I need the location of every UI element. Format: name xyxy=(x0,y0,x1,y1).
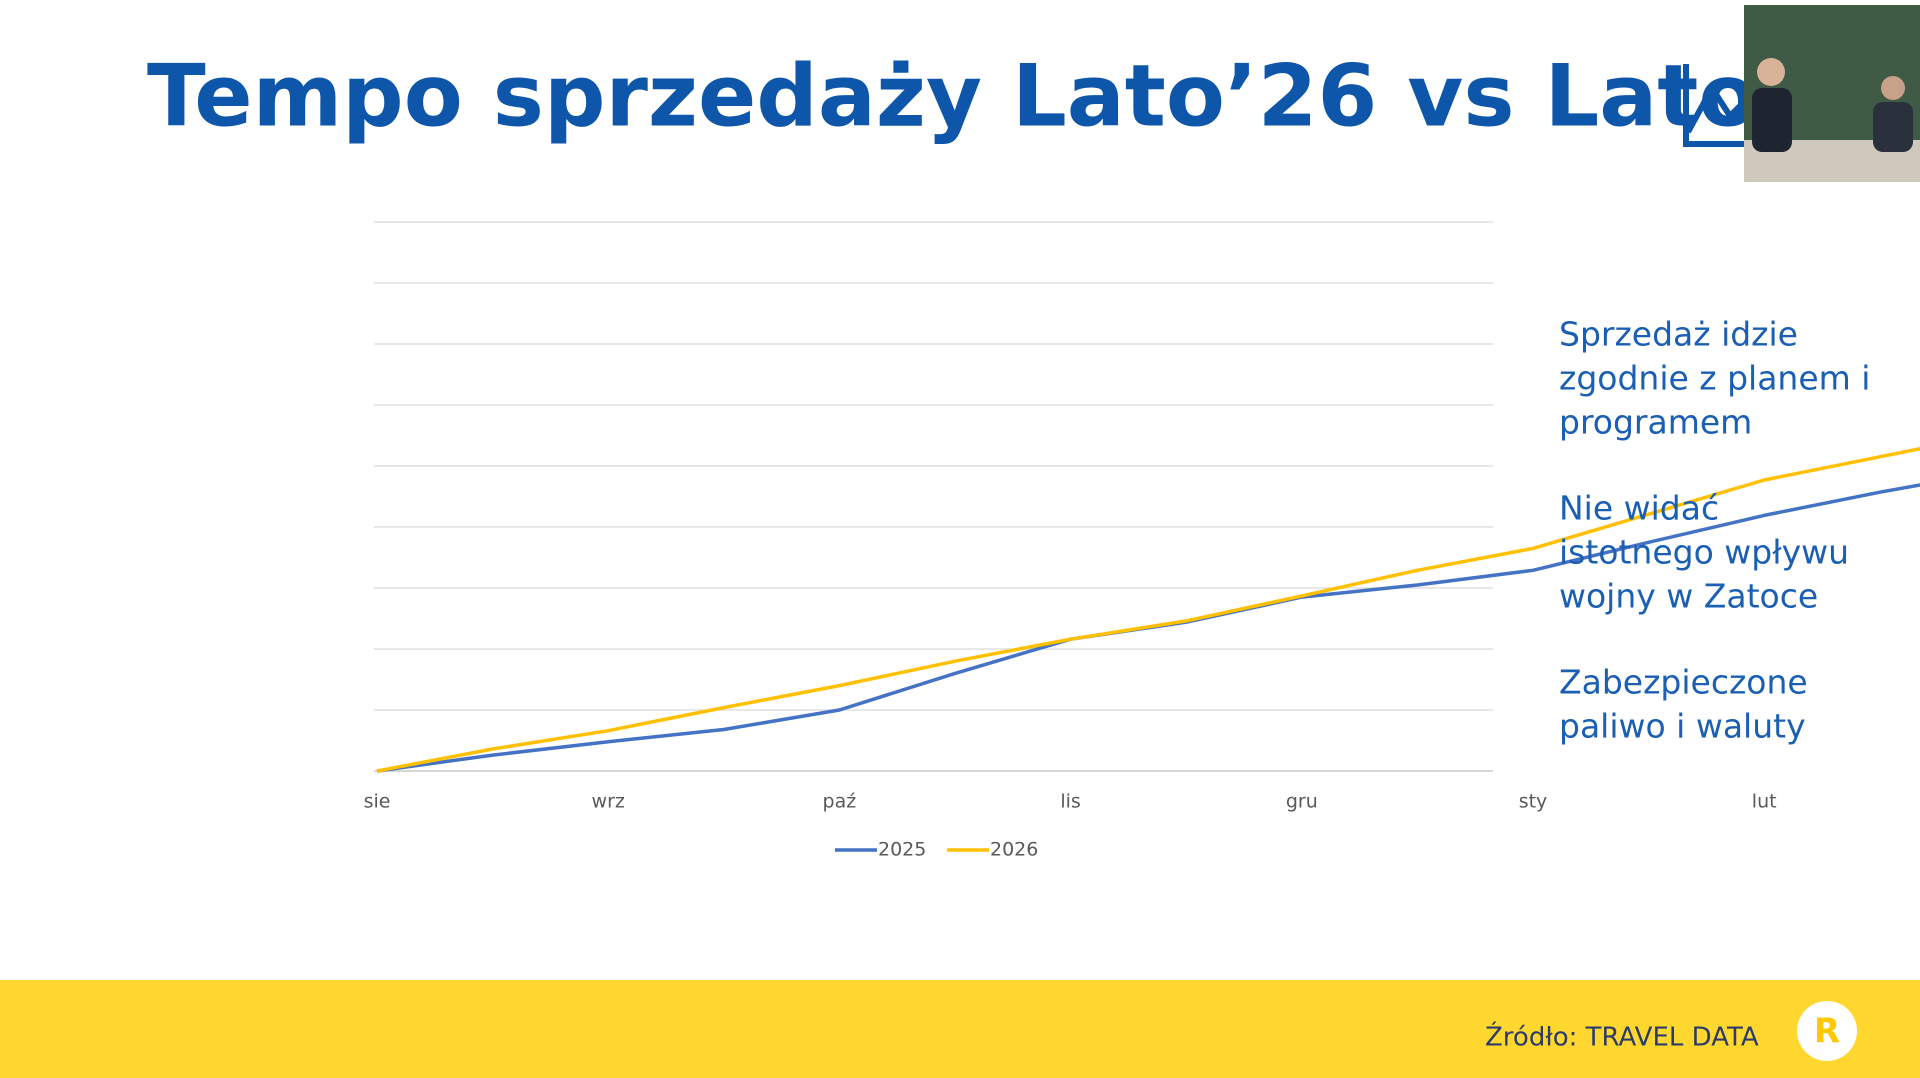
note-line: paliwo i waluty xyxy=(1559,707,1806,746)
webcam-person xyxy=(1873,102,1913,152)
x-tick-label: lut xyxy=(1752,791,1777,813)
note-line: Nie widać xyxy=(1559,489,1719,528)
series-line xyxy=(376,483,1920,773)
chart-icon-line xyxy=(1685,82,1753,134)
x-tick-label: sty xyxy=(1519,791,1548,813)
note-line: programem xyxy=(1559,403,1752,442)
x-tick-label: paź xyxy=(823,791,857,813)
note-line: zgodnie z planem i xyxy=(1559,359,1870,398)
x-tick-label: lis xyxy=(1060,791,1080,813)
x-tick-label: sie xyxy=(364,791,391,813)
webcam-person xyxy=(1752,88,1792,152)
chart-icon xyxy=(1683,64,1750,147)
note-line: Sprzedaż idzie xyxy=(1559,315,1798,354)
slide-title: Tempo sprzedaży Lato’26 vs Lato’25 xyxy=(147,46,1910,146)
webcam-person xyxy=(1881,76,1905,100)
logo-mark: R xyxy=(1814,1012,1840,1052)
series-line xyxy=(376,446,1920,773)
footer-bar xyxy=(0,980,1920,1078)
legend-label: 2026 xyxy=(990,839,1038,861)
chart: siewrzpaźlisgrustylutmarkwimaj20252026 xyxy=(364,221,1920,861)
note-line: Zabezpieczone xyxy=(1559,663,1808,702)
note-line: istotnego wpływu xyxy=(1559,533,1849,572)
logo xyxy=(1797,1001,1857,1061)
source: Źródło: TRAVEL DATA xyxy=(1485,1021,1759,1053)
note-line: wojny w Zatoce xyxy=(1559,577,1818,616)
legend-label: 2025 xyxy=(878,839,926,861)
notes: Sprzedaż idzie zgodnie z planem i programe… xyxy=(1559,315,1870,746)
x-tick-label: gru xyxy=(1286,791,1318,813)
x-tick-label: wrz xyxy=(592,791,625,813)
webcam-person xyxy=(1757,58,1785,86)
